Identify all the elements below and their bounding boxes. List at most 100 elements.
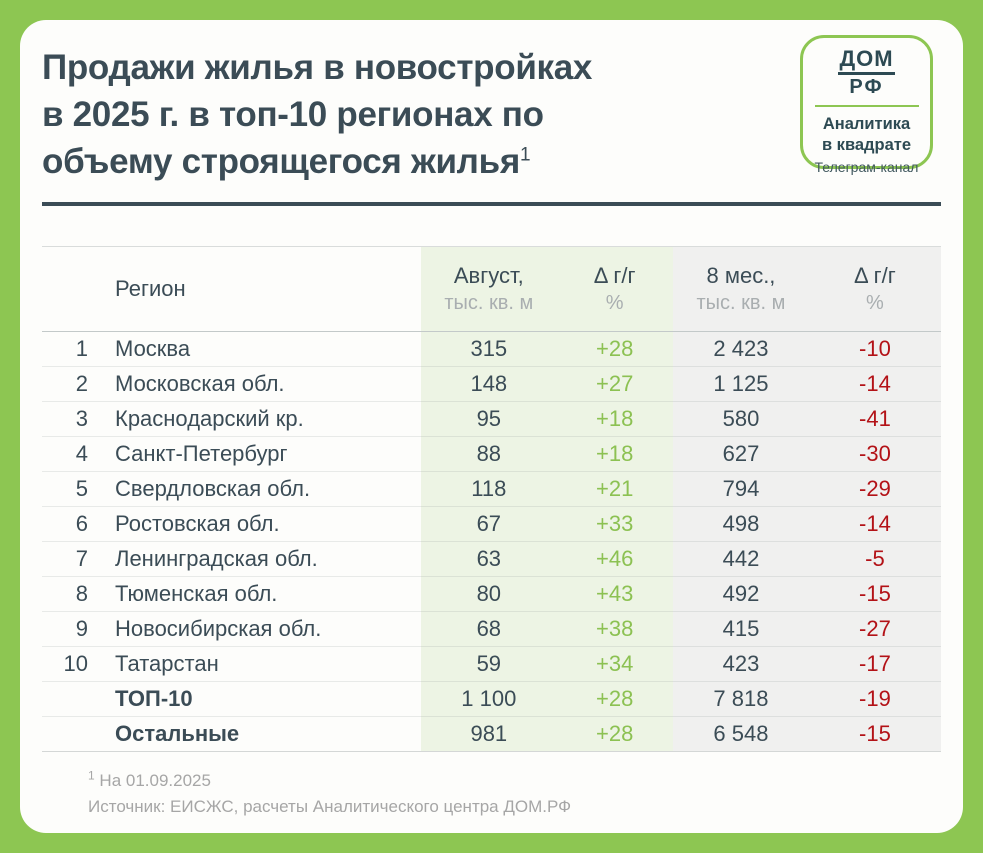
row-august-value: 118 <box>421 471 557 507</box>
domrf-logo: ДОМ РФ <box>803 48 930 97</box>
table-row: 3 Краснодарский кр. 95 +18 580 -41 <box>42 401 941 437</box>
row-region: Остальные <box>115 721 240 746</box>
table-row: 7 Ленинградская обл. 63 +46 442 -5 <box>42 541 941 577</box>
col-header-region: Регион <box>42 246 422 332</box>
badge-title-line-1: Аналитика <box>822 115 911 133</box>
badge-divider <box>814 105 919 107</box>
table-row: 2 Московская обл. 148 +27 1 125 -14 <box>42 366 941 402</box>
row-8m-yoy: -27 <box>808 611 941 647</box>
table-row-top10-total: ТОП-10 1 100 +28 7 818 -19 <box>42 681 941 717</box>
row-8m-yoy: -17 <box>808 646 941 682</box>
row-rank: 8 <box>75 581 88 606</box>
row-8m-value: 7 818 <box>673 681 809 717</box>
title-footnote-marker: 1 <box>519 144 531 166</box>
title-line-2: в 2025 г. в топ-10 регионах по <box>42 95 544 134</box>
row-rank: 7 <box>75 546 88 571</box>
row-8m-value: 423 <box>673 646 809 682</box>
row-rank: 2 <box>75 371 88 396</box>
row-august-value: 148 <box>421 366 557 402</box>
row-8m-value: 6 548 <box>673 716 809 752</box>
row-region: Тюменская обл. <box>115 581 278 606</box>
row-8m-value: 498 <box>673 506 809 542</box>
infographic-card: Продажи жилья в новостройках в 2025 г. в… <box>20 20 963 833</box>
table-row-others: Остальные 981 +28 6 548 -15 <box>42 716 941 752</box>
sales-table: Регион Август, тыс. кв. м Δ г/г % 8 мес.… <box>42 246 941 752</box>
row-8m-value: 492 <box>673 576 809 612</box>
row-rank: 1 <box>75 336 88 361</box>
row-region: Татарстан <box>115 651 219 676</box>
row-august-yoy: +28 <box>556 331 674 367</box>
logo-rf-text: РФ <box>849 76 884 98</box>
row-8m-yoy: -14 <box>808 506 941 542</box>
channel-badge: ДОМ РФ Аналитика в квадрате Телеграм-кан… <box>800 35 933 175</box>
footnotes: 1 На 01.09.2025 Источник: ЕИСЖС, расчеты… <box>88 768 941 820</box>
title-line-3: объему строящегося жилья <box>42 142 520 181</box>
row-8m-yoy: -41 <box>808 401 941 437</box>
row-august-yoy: +38 <box>556 611 674 647</box>
row-august-yoy: +28 <box>556 681 674 717</box>
row-8m-yoy: -19 <box>808 681 941 717</box>
footnote-date: 1 На 01.09.2025 <box>88 768 211 790</box>
row-august-value: 95 <box>421 401 557 437</box>
row-region: Свердловская обл. <box>115 476 311 501</box>
table-header-row: Регион Август, тыс. кв. м Δ г/г % 8 мес.… <box>42 246 941 332</box>
row-august-value: 315 <box>421 331 557 367</box>
table-row: 9 Новосибирская обл. 68 +38 415 -27 <box>42 611 941 647</box>
row-8m-value: 442 <box>673 541 809 577</box>
row-region: Санкт-Петербург <box>115 441 288 466</box>
row-8m-yoy: -29 <box>808 471 941 507</box>
col-header-yoy-august: Δ г/г % <box>556 246 674 332</box>
row-rank: 4 <box>75 441 88 466</box>
row-august-yoy: +43 <box>556 576 674 612</box>
table-row: 6 Ростовская обл. 67 +33 498 -14 <box>42 506 941 542</box>
row-8m-yoy: -30 <box>808 436 941 472</box>
row-rank: 3 <box>75 406 88 431</box>
row-august-value: 1 100 <box>421 681 557 717</box>
table-row: 1 Москва 315 +28 2 423 -10 <box>42 331 941 367</box>
title-line-1: Продажи жилья в новостройках <box>42 48 593 87</box>
row-region: Московская обл. <box>115 371 285 396</box>
title-rule <box>42 202 941 206</box>
row-region: ТОП-10 <box>115 686 193 711</box>
row-region: Новосибирская обл. <box>115 616 322 641</box>
row-august-value: 59 <box>421 646 557 682</box>
page-title: Продажи жилья в новостройках в 2025 г. в… <box>42 44 802 185</box>
row-august-value: 88 <box>421 436 557 472</box>
row-august-yoy: +46 <box>556 541 674 577</box>
row-region: Ленинградская обл. <box>115 546 318 571</box>
col-header-yoy-8months: Δ г/г % <box>808 246 941 332</box>
row-8m-yoy: -14 <box>808 366 941 402</box>
row-8m-value: 794 <box>673 471 809 507</box>
row-august-yoy: +18 <box>556 436 674 472</box>
row-august-yoy: +33 <box>556 506 674 542</box>
row-8m-yoy: -15 <box>808 576 941 612</box>
table-row: 10 Татарстан 59 +34 423 -17 <box>42 646 941 682</box>
row-rank: 5 <box>75 476 88 501</box>
row-rank: 10 <box>63 651 88 676</box>
row-region: Ростовская обл. <box>115 511 280 536</box>
col-header-8months: 8 мес., тыс. кв. м <box>673 246 809 332</box>
table-row: 8 Тюменская обл. 80 +43 492 -15 <box>42 576 941 612</box>
row-august-value: 80 <box>421 576 557 612</box>
row-region: Москва <box>115 336 191 361</box>
row-8m-yoy: -15 <box>808 716 941 752</box>
row-august-value: 68 <box>421 611 557 647</box>
row-rank: 6 <box>75 511 88 536</box>
row-august-yoy: +18 <box>556 401 674 437</box>
table-row: 4 Санкт-Петербург 88 +18 627 -30 <box>42 436 941 472</box>
row-8m-yoy: -5 <box>808 541 941 577</box>
row-august-yoy: +21 <box>556 471 674 507</box>
row-8m-yoy: -10 <box>808 331 941 367</box>
row-8m-value: 415 <box>673 611 809 647</box>
row-rank: 9 <box>75 616 88 641</box>
badge-title-line-2: в квадрате <box>821 136 912 154</box>
row-august-value: 63 <box>421 541 557 577</box>
row-8m-value: 580 <box>673 401 809 437</box>
row-august-value: 981 <box>421 716 557 752</box>
col-header-august: Август, тыс. кв. м <box>421 246 557 332</box>
row-8m-value: 2 423 <box>673 331 809 367</box>
row-8m-value: 1 125 <box>673 366 809 402</box>
logo-dom-text: ДОМ <box>838 48 895 75</box>
badge-subtitle: Телеграм-канал <box>814 159 919 175</box>
row-august-yoy: +27 <box>556 366 674 402</box>
